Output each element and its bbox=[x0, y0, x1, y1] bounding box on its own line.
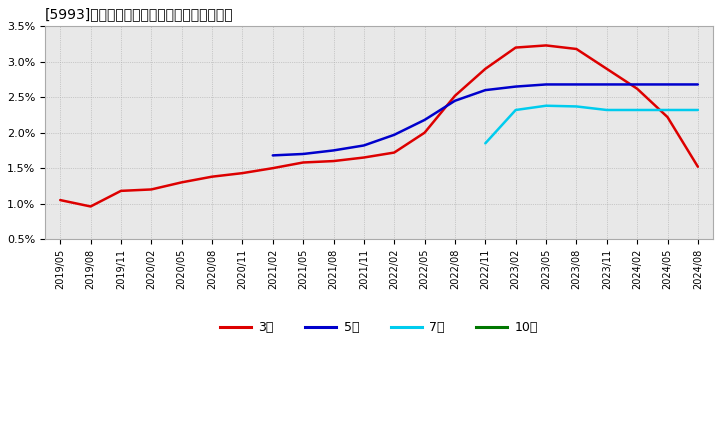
5年 bbox=[511, 84, 520, 89]
5年 bbox=[693, 82, 702, 87]
3年 bbox=[572, 46, 581, 51]
3年 bbox=[117, 188, 125, 194]
3年 bbox=[451, 93, 459, 99]
7年 bbox=[481, 141, 490, 146]
3年 bbox=[511, 45, 520, 50]
5年 bbox=[633, 82, 642, 87]
5年 bbox=[329, 148, 338, 153]
Text: [5993]　経常利益マージンの標準偏差の推移: [5993] 経常利益マージンの標準偏差の推移 bbox=[45, 7, 234, 21]
7年 bbox=[511, 107, 520, 113]
Legend: 3年, 5年, 7年, 10年: 3年, 5年, 7年, 10年 bbox=[215, 316, 544, 339]
7年 bbox=[663, 107, 672, 113]
3年 bbox=[238, 170, 247, 176]
Line: 7年: 7年 bbox=[485, 106, 698, 143]
3年 bbox=[56, 198, 65, 203]
5年 bbox=[451, 98, 459, 103]
3年 bbox=[177, 180, 186, 185]
3年 bbox=[603, 66, 611, 71]
5年 bbox=[603, 82, 611, 87]
3年 bbox=[663, 114, 672, 120]
7年 bbox=[572, 104, 581, 109]
3年 bbox=[147, 187, 156, 192]
5年 bbox=[541, 82, 550, 87]
5年 bbox=[299, 151, 307, 157]
7年 bbox=[693, 107, 702, 113]
7年 bbox=[541, 103, 550, 108]
5年 bbox=[269, 153, 277, 158]
7年 bbox=[603, 107, 611, 113]
3年 bbox=[208, 174, 217, 180]
Line: 3年: 3年 bbox=[60, 45, 698, 206]
3年 bbox=[390, 150, 399, 155]
5年 bbox=[572, 82, 581, 87]
3年 bbox=[86, 204, 95, 209]
3年 bbox=[329, 158, 338, 164]
3年 bbox=[633, 86, 642, 92]
5年 bbox=[663, 82, 672, 87]
3年 bbox=[693, 164, 702, 169]
3年 bbox=[269, 165, 277, 171]
3年 bbox=[359, 155, 368, 160]
7年 bbox=[633, 107, 642, 113]
5年 bbox=[481, 88, 490, 93]
Line: 5年: 5年 bbox=[273, 84, 698, 155]
3年 bbox=[420, 130, 429, 136]
3年 bbox=[541, 43, 550, 48]
5年 bbox=[420, 117, 429, 123]
5年 bbox=[359, 143, 368, 148]
3年 bbox=[481, 66, 490, 71]
3年 bbox=[299, 160, 307, 165]
5年 bbox=[390, 132, 399, 137]
